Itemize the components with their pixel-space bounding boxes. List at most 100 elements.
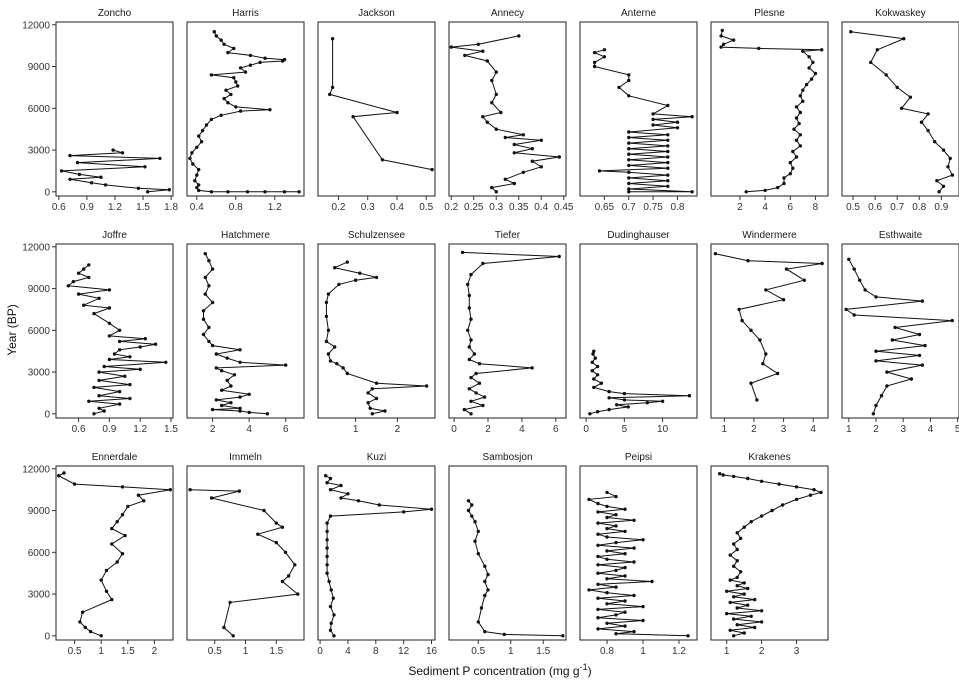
x-tick-label: 2 bbox=[737, 202, 743, 213]
data-point bbox=[483, 593, 487, 598]
panel-title-anterne: Anterne bbox=[621, 8, 656, 19]
data-point bbox=[337, 282, 341, 287]
data-point bbox=[356, 499, 361, 503]
data-point bbox=[852, 267, 856, 271]
data-point bbox=[592, 349, 596, 353]
data-point bbox=[190, 151, 194, 155]
data-point bbox=[374, 275, 379, 280]
data-point bbox=[632, 560, 636, 564]
data-point bbox=[632, 593, 636, 598]
data-point bbox=[926, 128, 930, 133]
data-point bbox=[327, 579, 331, 584]
data-point bbox=[602, 48, 607, 52]
data-point bbox=[99, 175, 103, 179]
data-point bbox=[605, 490, 609, 495]
data-point bbox=[512, 181, 516, 186]
data-point bbox=[197, 183, 201, 187]
data-point bbox=[474, 371, 478, 376]
data-point bbox=[605, 577, 609, 581]
data-point bbox=[781, 298, 786, 302]
x-tick-label: 0.9 bbox=[934, 202, 948, 213]
data-point bbox=[666, 179, 670, 183]
data-point bbox=[274, 540, 278, 545]
data-point bbox=[595, 364, 600, 369]
data-point bbox=[99, 634, 103, 638]
x-tick-label: 0 bbox=[317, 646, 323, 657]
data-point bbox=[222, 625, 226, 630]
x-tick-label: 0.45 bbox=[554, 202, 574, 213]
data-point bbox=[483, 564, 487, 568]
panel-frame-sambosjon bbox=[448, 465, 567, 641]
data-point bbox=[153, 342, 158, 346]
data-point bbox=[614, 524, 618, 528]
data-point bbox=[749, 520, 753, 524]
data-point bbox=[120, 552, 125, 556]
data-point bbox=[204, 123, 209, 127]
data-point bbox=[97, 406, 101, 410]
data-point bbox=[120, 485, 125, 489]
data-point bbox=[280, 579, 285, 584]
x-tick-label: 0.8 bbox=[229, 202, 243, 213]
data-point bbox=[494, 190, 498, 194]
x-tick-label: 0.2 bbox=[332, 202, 346, 213]
data-point bbox=[797, 121, 801, 126]
data-point bbox=[530, 159, 534, 163]
data-point bbox=[950, 173, 955, 177]
data-point bbox=[199, 140, 204, 144]
data-point bbox=[632, 546, 636, 550]
data-point bbox=[666, 144, 670, 148]
data-point bbox=[263, 190, 267, 194]
data-point bbox=[721, 473, 725, 477]
panel-sambosjon: Sambosjon 0.5 1 1.5 bbox=[448, 452, 567, 657]
data-point bbox=[871, 412, 875, 416]
data-point bbox=[596, 616, 600, 620]
data-point bbox=[123, 374, 127, 378]
x-tick-label: 1.5 bbox=[136, 202, 150, 213]
data-point bbox=[226, 50, 230, 55]
data-point bbox=[136, 493, 141, 497]
data-point bbox=[946, 165, 950, 169]
data-point bbox=[641, 604, 645, 609]
data-point bbox=[326, 352, 331, 356]
data-point bbox=[325, 563, 329, 567]
series-line-tiefer bbox=[462, 251, 560, 415]
panel-title-kokwaskey: Kokwaskey bbox=[875, 8, 926, 19]
data-point bbox=[874, 359, 878, 363]
data-point bbox=[380, 158, 385, 162]
panel-title-harris: Harris bbox=[232, 8, 259, 19]
panel-peipsi: Peipsi 0.8 1 1.2 bbox=[579, 452, 698, 657]
data-point bbox=[770, 508, 774, 513]
data-point bbox=[237, 489, 241, 493]
data-point bbox=[812, 488, 816, 492]
data-point bbox=[798, 110, 802, 115]
data-point bbox=[330, 37, 335, 41]
data-point bbox=[753, 625, 757, 630]
data-point bbox=[238, 109, 243, 113]
x-tick-label: 3 bbox=[794, 646, 800, 657]
data-point bbox=[651, 117, 655, 122]
data-point bbox=[258, 60, 262, 65]
series-line-immeln bbox=[190, 489, 300, 637]
data-point bbox=[346, 492, 350, 496]
panel-kokwaskey: Kokwaskey 0.5 0.6 0.7 0.8 0.9 bbox=[841, 8, 959, 213]
data-point bbox=[596, 596, 600, 600]
data-point bbox=[895, 85, 899, 90]
data-point bbox=[328, 604, 333, 609]
data-point bbox=[874, 295, 878, 299]
data-point bbox=[383, 409, 387, 413]
data-point bbox=[115, 520, 119, 524]
data-point bbox=[605, 557, 609, 561]
data-point bbox=[353, 278, 358, 282]
data-point bbox=[466, 508, 471, 513]
data-point bbox=[902, 37, 906, 41]
data-point bbox=[117, 389, 122, 394]
data-point bbox=[80, 610, 85, 614]
panel-frame-dudinghauser bbox=[579, 243, 698, 419]
x-tick-label: 0.4 bbox=[534, 202, 548, 213]
data-point bbox=[128, 382, 132, 387]
data-point bbox=[737, 307, 741, 312]
data-point bbox=[614, 494, 618, 499]
data-point bbox=[950, 318, 954, 323]
data-point bbox=[627, 94, 631, 98]
series-line-schulzensee bbox=[325, 261, 427, 415]
